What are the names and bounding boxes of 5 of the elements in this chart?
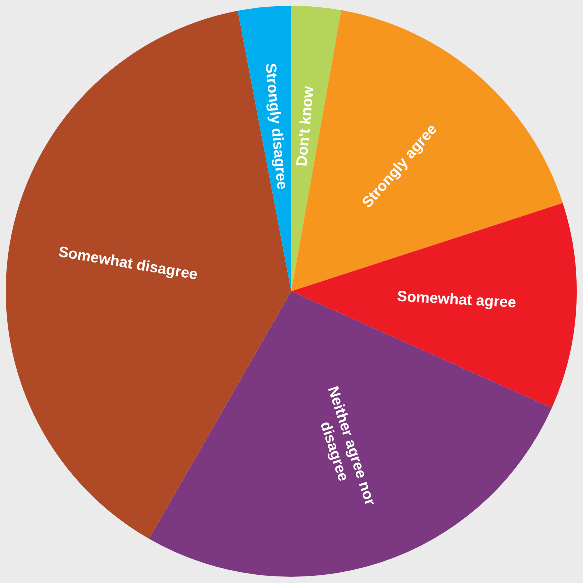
- slice-label: Neither agree nor disagree: [316, 384, 379, 508]
- slice-label: Somewhat disagree: [57, 244, 200, 284]
- slice-label: Somewhat agree: [396, 288, 517, 312]
- slice-label: Don't know: [294, 86, 318, 168]
- slice-label: Strongly disagree: [262, 62, 291, 190]
